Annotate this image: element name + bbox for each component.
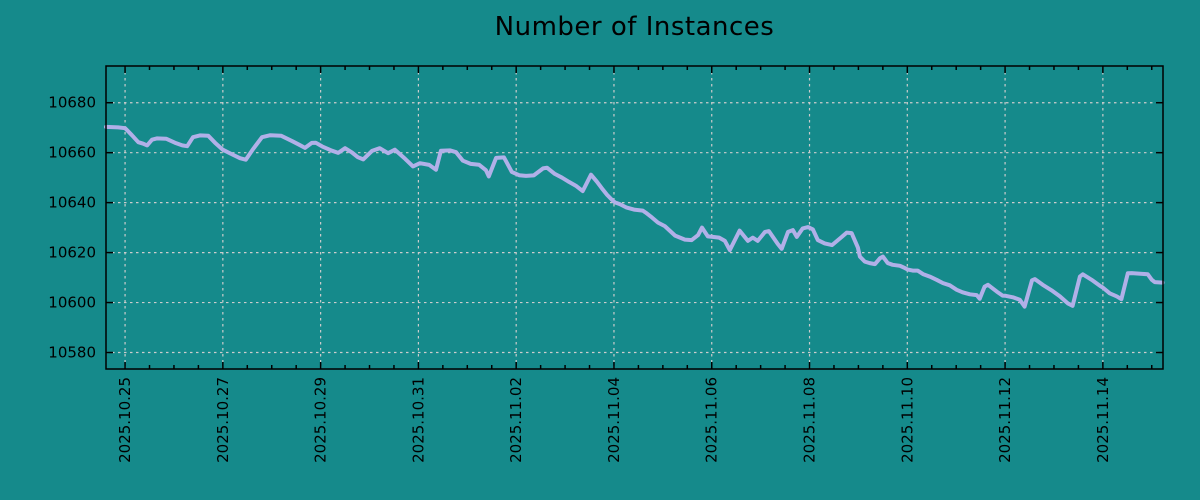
x-axis-tick-label: 2025.10.27 xyxy=(214,377,232,463)
x-axis-tick-label: 2025.11.08 xyxy=(801,377,819,463)
x-axis-tick-label: 2025.10.31 xyxy=(409,377,427,463)
plot-border xyxy=(105,65,1164,370)
y-axis-tick-label: 10600 xyxy=(48,294,96,312)
data-line-instances xyxy=(104,124,1165,309)
y-axis-tick-label: 10620 xyxy=(48,244,96,262)
x-axis-tick-label: 2025.11.02 xyxy=(507,377,525,463)
x-axis-tick-label: 2025.11.04 xyxy=(605,377,623,463)
x-axis-tick-label: 2025.10.29 xyxy=(312,377,330,463)
x-axis-tick-label: 2025.11.06 xyxy=(703,377,721,463)
x-axis-tick-label: 2025.10.25 xyxy=(116,377,134,463)
y-axis-tick-label: 10640 xyxy=(48,194,96,212)
x-axis-tick-label: 2025.11.12 xyxy=(996,377,1014,463)
chart-title: Number of Instances xyxy=(494,12,775,42)
x-axis-tick-label: 2025.11.10 xyxy=(898,377,916,463)
y-axis-tick-label: 10680 xyxy=(48,94,96,112)
x-axis-tick-label: 2025.11.14 xyxy=(1094,377,1112,463)
y-axis-tick-label: 10660 xyxy=(48,144,96,162)
y-axis-tick-label: 10580 xyxy=(48,344,96,362)
